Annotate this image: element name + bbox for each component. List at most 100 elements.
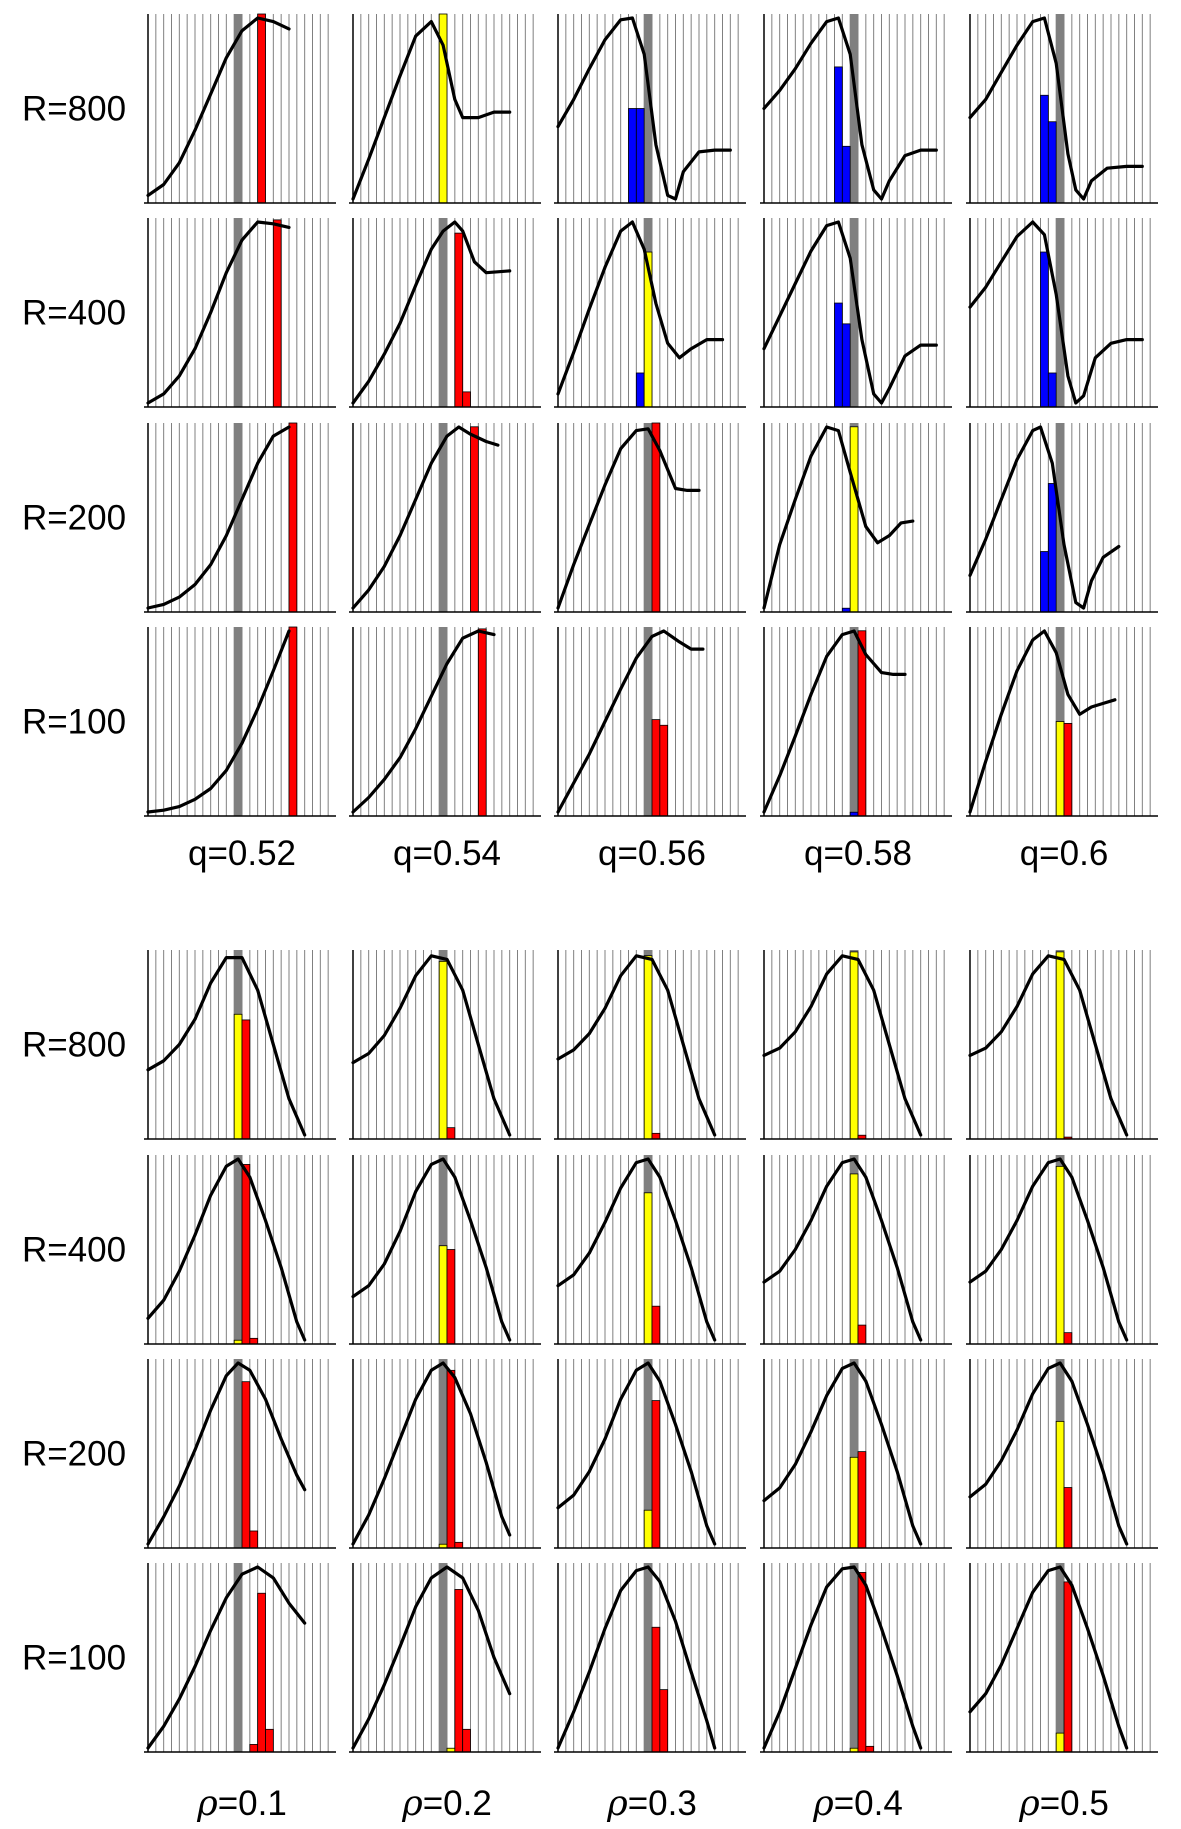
curve-line	[968, 1361, 1129, 1546]
curve-line	[968, 629, 1117, 814]
curve-line	[351, 1361, 512, 1546]
bar	[635, 372, 645, 408]
bar	[438, 960, 448, 1140]
bar	[849, 1456, 859, 1549]
bar	[257, 1592, 266, 1753]
curve-line	[762, 16, 938, 201]
chart-panel	[760, 14, 952, 204]
bar	[1040, 551, 1049, 613]
row-label: R=200	[22, 499, 126, 538]
chart-panel	[144, 13, 336, 204]
bar	[249, 1337, 259, 1345]
marker-band	[234, 1563, 242, 1752]
curve-line	[146, 629, 291, 814]
column-label: q=0.58	[804, 834, 912, 873]
curve-line	[351, 425, 500, 610]
row-label: R=100	[22, 1639, 126, 1678]
bar	[651, 1400, 661, 1549]
row-label: R=400	[22, 1231, 126, 1270]
bar	[857, 630, 867, 817]
curve-line	[556, 427, 701, 610]
chart-panel	[966, 218, 1158, 408]
bar	[857, 1572, 867, 1753]
bar	[470, 426, 479, 613]
bar	[288, 422, 298, 613]
chart-panel	[349, 218, 541, 408]
bar	[643, 955, 653, 1140]
bar	[462, 391, 471, 408]
bar	[446, 1249, 456, 1345]
curve-line	[351, 954, 512, 1137]
column-label: ρ=0.4	[812, 1784, 903, 1824]
bar	[241, 1381, 251, 1549]
curve-line	[146, 1361, 307, 1546]
marker-band	[644, 627, 652, 816]
curve-line	[556, 954, 717, 1137]
bar	[1040, 94, 1049, 204]
marker-band	[234, 218, 242, 407]
curve-line	[762, 1361, 923, 1546]
curve-line	[556, 1361, 717, 1546]
marker-band	[234, 423, 242, 612]
column-label: q=0.54	[393, 834, 501, 873]
marker-band	[1056, 1563, 1064, 1752]
bar	[265, 1728, 274, 1753]
curve-line	[351, 1157, 512, 1342]
bar	[1055, 951, 1065, 1140]
chart-panel	[349, 950, 541, 1140]
bar	[454, 1589, 464, 1753]
curve-line	[146, 955, 307, 1137]
bar	[1040, 251, 1049, 408]
marker-band	[850, 14, 858, 203]
marker-band	[234, 1155, 242, 1344]
curve-line	[351, 1565, 512, 1750]
curve-line	[556, 629, 705, 814]
chart-panel	[554, 422, 746, 613]
chart-panel	[554, 14, 746, 204]
bar	[834, 302, 843, 408]
marker-band	[439, 218, 447, 407]
row-label: R=800	[22, 1026, 126, 1065]
bar	[1055, 721, 1065, 817]
chart-panel	[760, 1563, 952, 1753]
chart-panel	[144, 422, 336, 613]
chart-panel	[349, 1563, 541, 1753]
bar	[1063, 1332, 1073, 1345]
marker-band	[850, 627, 858, 816]
column-label: q=0.52	[188, 834, 296, 873]
curve-line	[968, 16, 1144, 201]
bar	[1063, 1581, 1073, 1753]
chart-panel	[554, 218, 746, 408]
bar	[651, 1305, 661, 1345]
chart-panel	[349, 423, 541, 613]
marker-band	[850, 1359, 858, 1548]
chart-panel	[760, 1359, 952, 1549]
marker-band	[644, 1563, 652, 1752]
bar	[1063, 722, 1073, 817]
bar	[249, 1530, 259, 1549]
curve-line	[146, 1157, 307, 1342]
bar	[849, 951, 859, 1140]
bar	[635, 108, 645, 204]
marker-band	[234, 1359, 242, 1548]
bar	[477, 628, 487, 817]
curve-line	[146, 1565, 307, 1750]
bar	[1063, 1487, 1073, 1549]
chart-panel	[966, 14, 1158, 204]
marker-band	[1056, 14, 1064, 203]
chart-panel	[760, 627, 952, 817]
curve-line	[351, 220, 512, 405]
bar	[241, 1019, 251, 1140]
curve-line	[556, 16, 732, 201]
chart-panel	[966, 1563, 1158, 1753]
bar	[849, 1173, 859, 1345]
bar	[446, 1127, 456, 1140]
chart-panel	[760, 950, 952, 1140]
marker-band	[644, 423, 652, 612]
curve-line	[968, 1565, 1129, 1750]
chart-panel	[760, 218, 952, 408]
column-label: q=0.6	[1020, 834, 1109, 873]
chart-panel	[966, 627, 1158, 817]
marker-band	[439, 627, 447, 816]
